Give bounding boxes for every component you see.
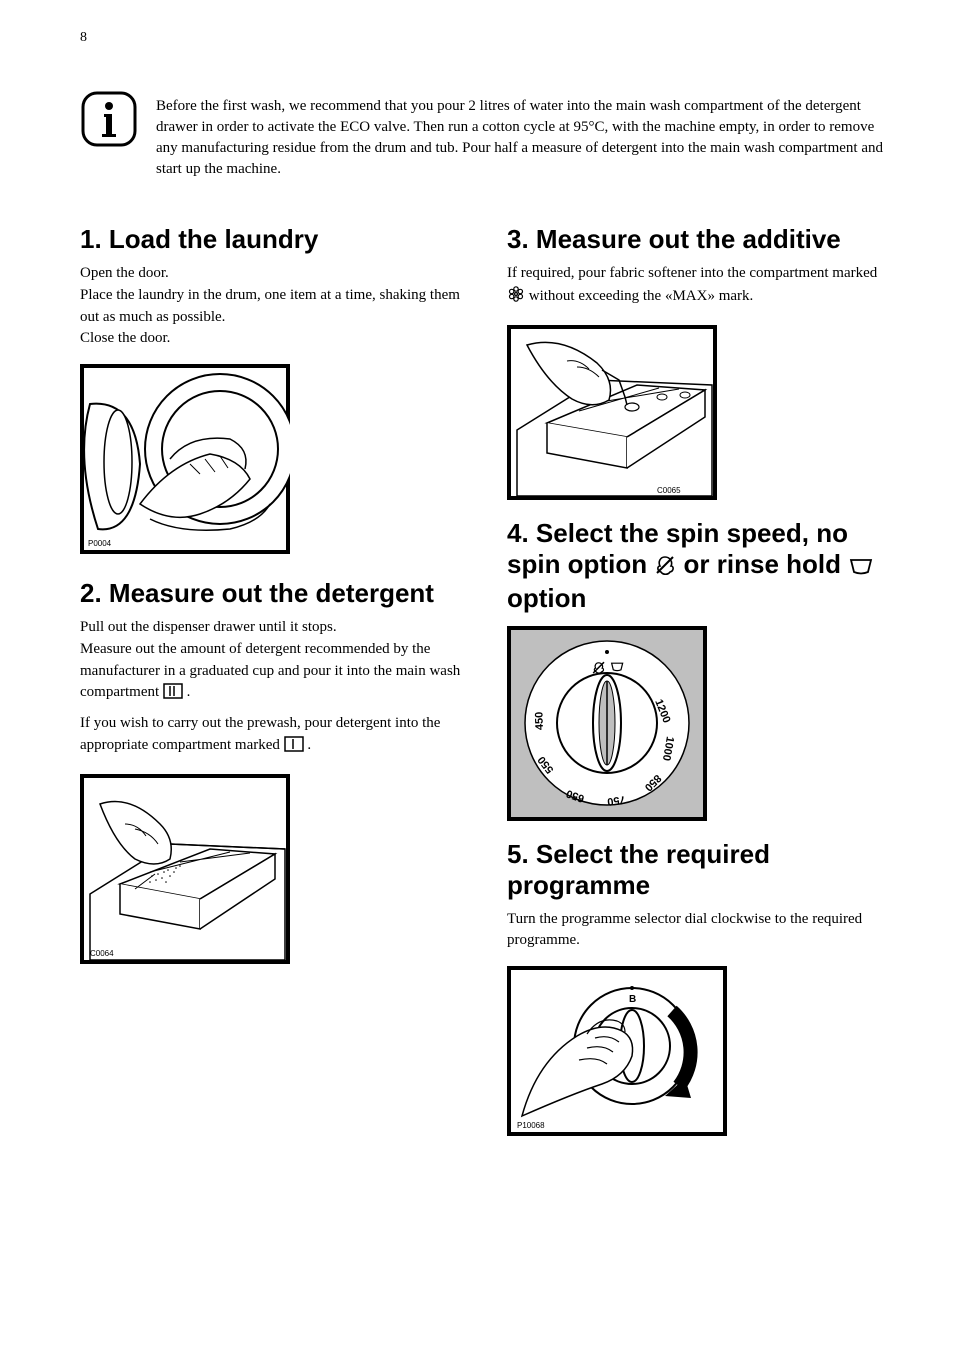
body-load-laundry: Open the door. Place the laundry in the … [80, 263, 467, 350]
figure-loading-laundry: P0004 [80, 364, 467, 554]
intro-text: Before the first wash, we recommend that… [156, 90, 894, 180]
figure-detergent-drawer: C0064 [80, 774, 467, 964]
figure-label-c0065: C0065 [657, 486, 681, 495]
dial-750: 750 [606, 793, 626, 807]
compartment-1-icon [284, 736, 304, 760]
page-number: 8 [80, 30, 87, 46]
rinse-hold-icon [848, 552, 874, 583]
compartment-2-icon [163, 683, 183, 707]
body-measure-detergent-1: Pull out the dispenser drawer until it s… [80, 617, 467, 707]
dial-letter-b: B [629, 994, 636, 1005]
body-select-programme: Turn the programme selector dial clockwi… [507, 909, 894, 953]
flower-icon [507, 285, 525, 311]
figure-label-c0064: C0064 [90, 949, 114, 958]
heading-measure-detergent: 2. Measure out the detergent [80, 578, 467, 609]
figure-programme-dial: B P10068 [507, 966, 894, 1136]
figure-additive-drawer: C0065 [507, 325, 894, 500]
no-spin-icon [654, 552, 676, 583]
heading-load-laundry: 1. Load the laundry [80, 224, 467, 255]
info-icon [80, 90, 138, 148]
right-column: 3. Measure out the additive If required,… [507, 200, 894, 1146]
dial-450: 450 [533, 711, 546, 730]
figure-spin-dial: 1200 1000 850 750 650 550 450 [507, 626, 894, 821]
figure-label-p0004: P0004 [88, 539, 112, 548]
heading-select-programme: 5. Select the required programme [507, 839, 894, 901]
left-column: 1. Load the laundry Open the door. Place… [80, 200, 467, 1146]
heading-select-spin: 4. Select the spin speed, no spin option… [507, 518, 894, 614]
body-measure-detergent-2: If you wish to carry out the prewash, po… [80, 713, 467, 760]
figure-label-p10068: P10068 [517, 1121, 545, 1130]
body-measure-additive: If required, pour fabric softener into t… [507, 263, 894, 311]
heading-measure-additive: 3. Measure out the additive [507, 224, 894, 255]
intro-row: Before the first wash, we recommend that… [80, 90, 894, 180]
